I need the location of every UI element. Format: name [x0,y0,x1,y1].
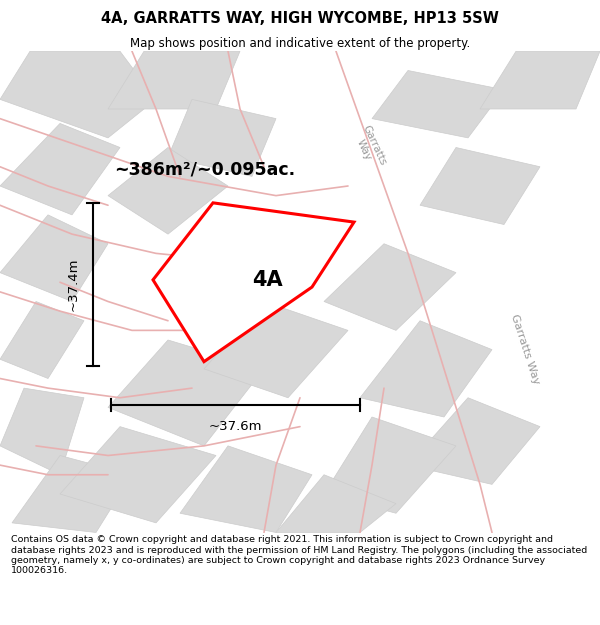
Polygon shape [108,51,240,109]
Text: Garratts Way: Garratts Way [509,313,541,386]
Text: ~37.4m: ~37.4m [67,258,80,311]
Polygon shape [372,71,504,138]
Polygon shape [420,148,540,224]
Text: Contains OS data © Crown copyright and database right 2021. This information is : Contains OS data © Crown copyright and d… [11,535,587,576]
Text: 4A: 4A [251,270,283,290]
Polygon shape [0,51,156,138]
Polygon shape [324,244,456,331]
Text: ~386m²/~0.095ac.: ~386m²/~0.095ac. [114,160,295,178]
Text: 4A, GARRATTS WAY, HIGH WYCOMBE, HP13 5SW: 4A, GARRATTS WAY, HIGH WYCOMBE, HP13 5SW [101,11,499,26]
Polygon shape [276,475,396,532]
Text: ~37.6m: ~37.6m [209,421,262,433]
Polygon shape [360,321,492,417]
Polygon shape [480,51,600,109]
Polygon shape [108,340,264,446]
Polygon shape [204,301,348,398]
Polygon shape [12,456,132,532]
Polygon shape [168,99,276,176]
Polygon shape [324,417,456,513]
Polygon shape [60,427,216,523]
Text: Map shows position and indicative extent of the property.: Map shows position and indicative extent… [130,37,470,50]
Polygon shape [0,388,84,475]
Polygon shape [0,215,108,301]
Polygon shape [153,203,354,362]
Polygon shape [180,446,312,532]
Polygon shape [408,398,540,484]
Polygon shape [0,301,84,379]
Text: Garratts
Way: Garratts Way [350,123,388,172]
Polygon shape [108,148,228,234]
Polygon shape [0,124,120,215]
